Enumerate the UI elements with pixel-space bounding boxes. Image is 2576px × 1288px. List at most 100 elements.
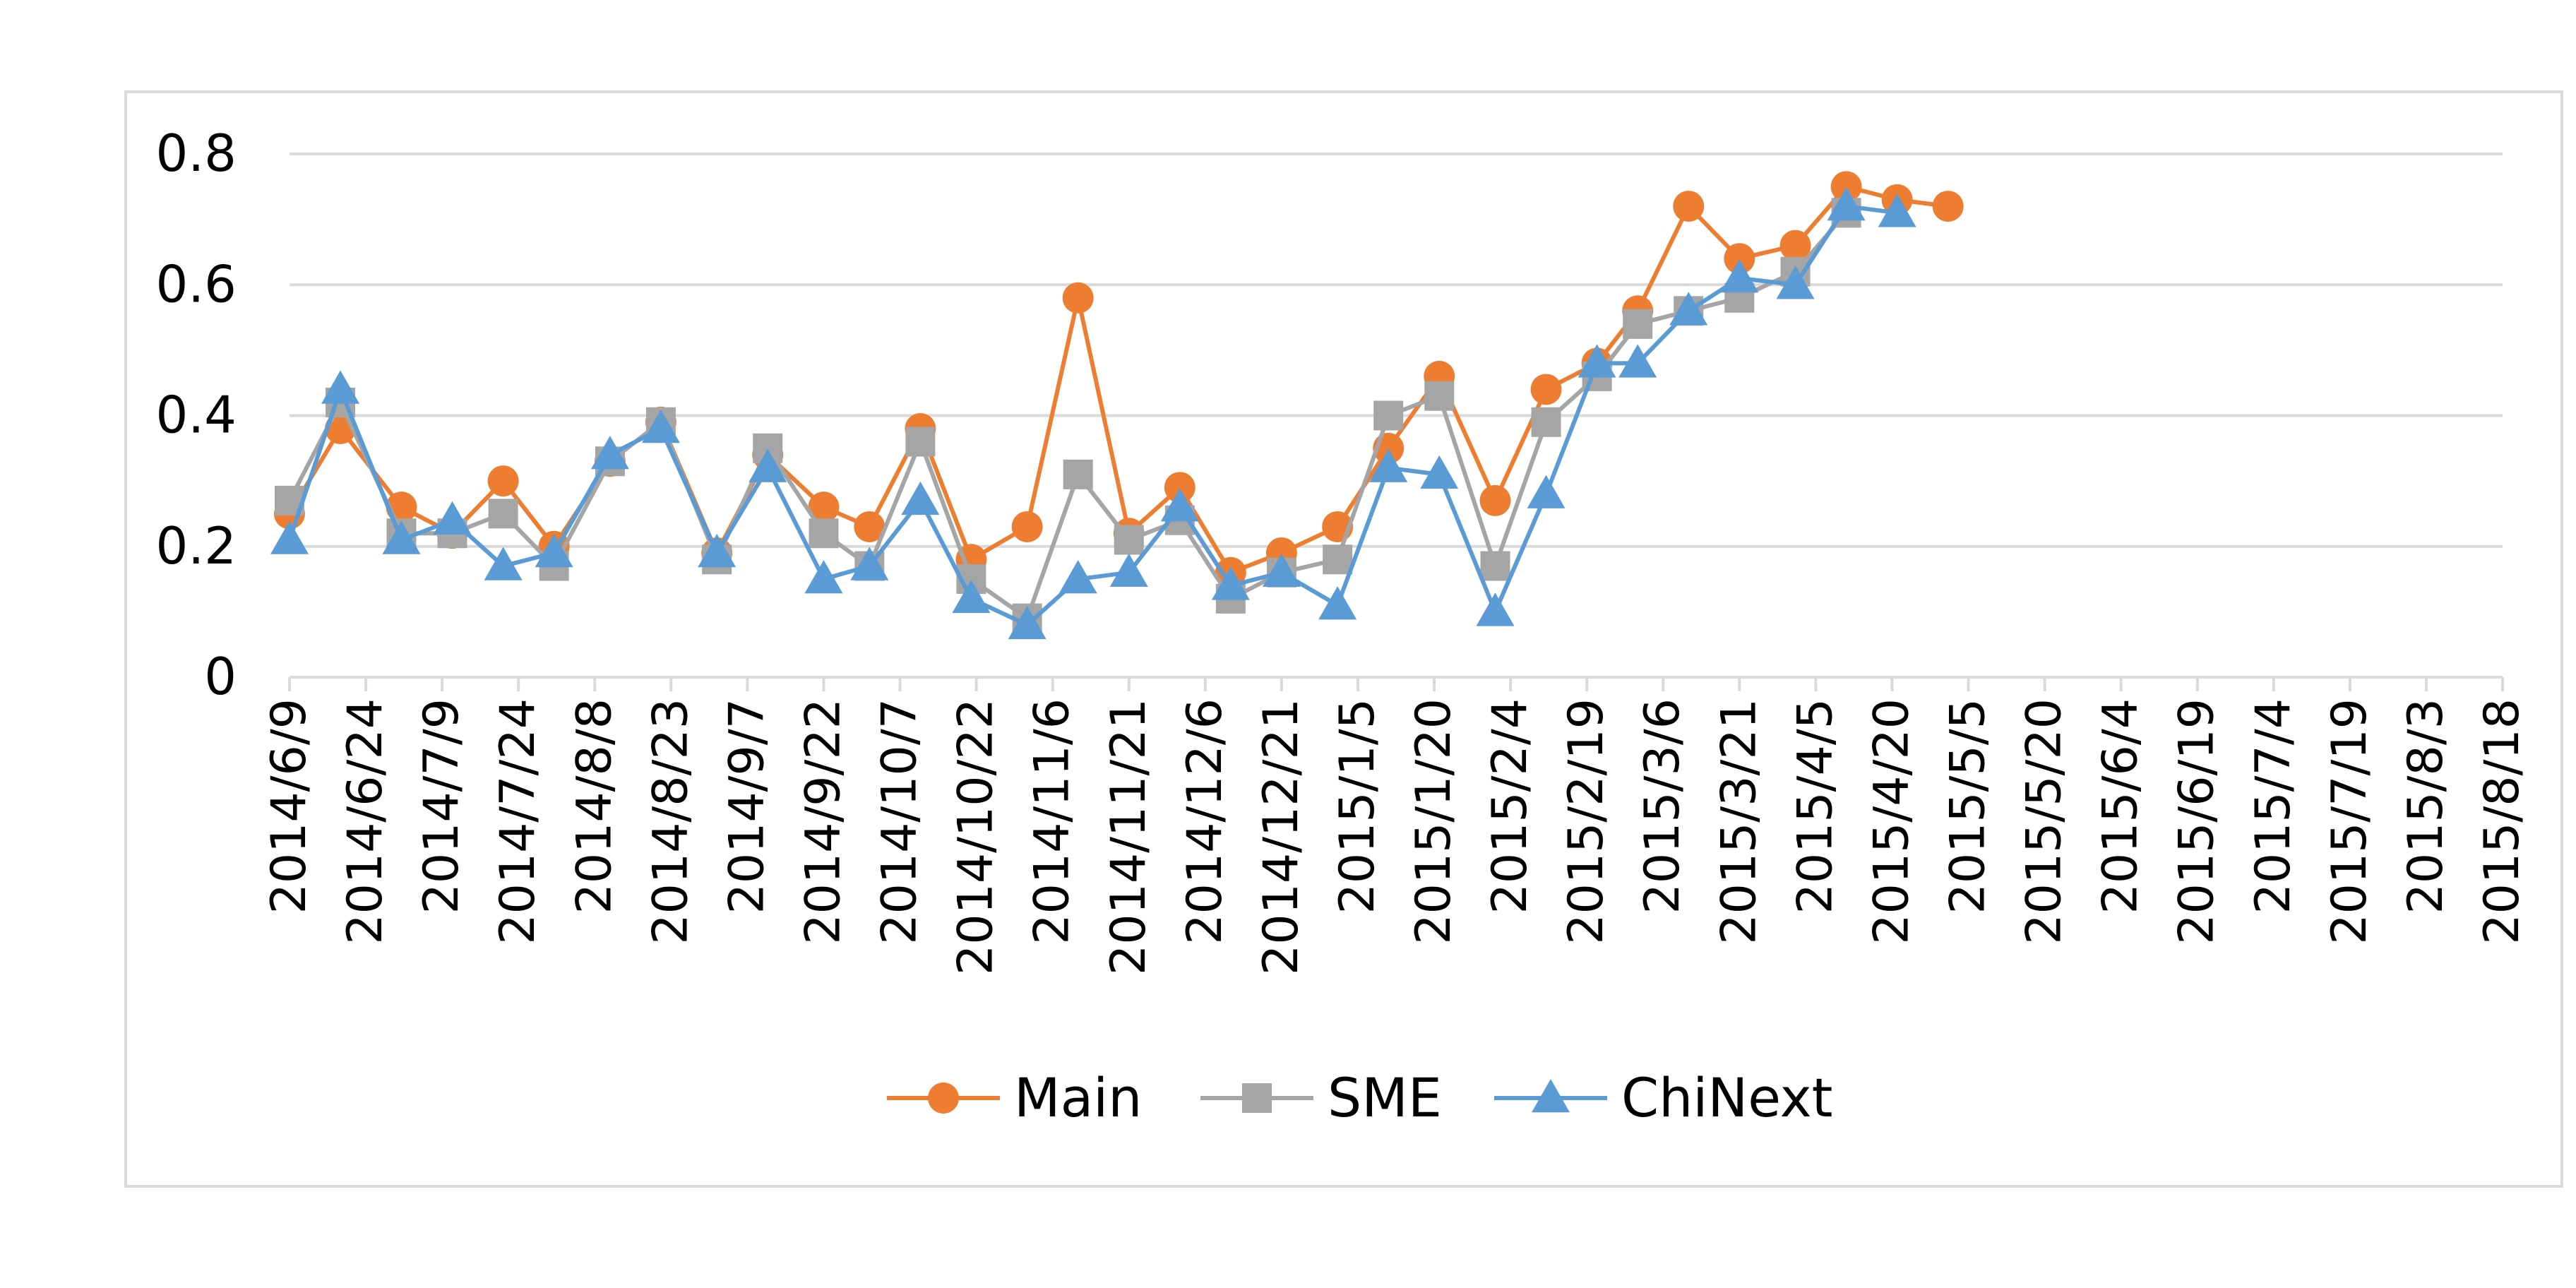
legend-item-main: Main bbox=[887, 1066, 1142, 1129]
x-tick-label: 2014/8/23 bbox=[643, 698, 698, 945]
x-tick-label: 2015/4/5 bbox=[1787, 698, 1843, 914]
data-point-sme bbox=[1323, 544, 1353, 575]
y-tick-label: 0.2 bbox=[155, 516, 237, 576]
data-point-chinext bbox=[270, 520, 309, 554]
x-tick-label: 2015/3/21 bbox=[1711, 698, 1767, 945]
x-tick-label: 2015/1/20 bbox=[1406, 698, 1462, 945]
data-point-chinext bbox=[804, 560, 843, 594]
data-point-chinext bbox=[382, 520, 421, 554]
x-tick-label: 2014/11/21 bbox=[1101, 698, 1157, 975]
data-point-chinext bbox=[535, 534, 573, 568]
x-tick-label: 2015/8/3 bbox=[2398, 698, 2454, 914]
data-point-main bbox=[1530, 374, 1562, 405]
x-tick-label: 2014/11/6 bbox=[1025, 698, 1080, 945]
data-point-chinext bbox=[698, 534, 737, 568]
data-point-chinext bbox=[1527, 475, 1566, 508]
x-tick-label: 2015/2/4 bbox=[1482, 698, 1538, 914]
x-tick-label: 2015/2/19 bbox=[1558, 698, 1614, 945]
x-tick-label: 2015/5/20 bbox=[2017, 698, 2073, 945]
x-tick-label: 2014/9/22 bbox=[795, 698, 851, 945]
data-point-main bbox=[1932, 191, 1964, 222]
data-point-chinext bbox=[1578, 344, 1616, 378]
data-point-sme bbox=[1114, 525, 1144, 555]
data-point-chinext bbox=[1827, 187, 1866, 221]
data-point-chinext bbox=[1878, 193, 1916, 227]
data-point-sme bbox=[488, 499, 518, 529]
legend-item-sme: SME bbox=[1200, 1066, 1442, 1129]
legend-marker bbox=[1532, 1079, 1570, 1113]
data-point-main bbox=[1062, 282, 1094, 314]
data-point-chinext bbox=[1160, 488, 1199, 522]
data-point-main bbox=[808, 491, 840, 523]
data-point-chinext bbox=[1669, 292, 1708, 326]
data-point-chinext bbox=[749, 448, 787, 482]
data-point-chinext bbox=[1008, 605, 1046, 640]
x-tick-label: 2015/1/5 bbox=[1330, 698, 1385, 914]
y-tick-label: 0 bbox=[204, 647, 237, 706]
data-point-chinext bbox=[1109, 553, 1148, 588]
x-tick-label: 2014/6/24 bbox=[338, 698, 393, 945]
x-tick-label: 2015/3/6 bbox=[1635, 698, 1690, 914]
data-point-chinext bbox=[850, 547, 889, 580]
legend-label: ChiNext bbox=[1621, 1066, 1832, 1129]
data-point-sme bbox=[1063, 459, 1093, 489]
chart-area bbox=[124, 90, 2563, 1188]
data-point-main bbox=[1779, 229, 1811, 261]
x-tick-label: 2014/12/6 bbox=[1177, 698, 1233, 945]
series-chinext bbox=[270, 187, 1916, 640]
x-tick-label: 2014/8/8 bbox=[566, 698, 622, 914]
data-point-chinext bbox=[1420, 455, 1459, 489]
x-tick-label: 2014/10/7 bbox=[872, 698, 928, 945]
data-point-chinext bbox=[1720, 258, 1759, 293]
x-tick-label: 2015/6/4 bbox=[2093, 698, 2149, 914]
data-point-chinext bbox=[952, 579, 991, 614]
data-point-sme bbox=[1480, 551, 1510, 581]
data-point-chinext bbox=[1618, 344, 1657, 378]
legend-label: Main bbox=[1014, 1066, 1142, 1129]
data-point-sme bbox=[1531, 407, 1561, 437]
legend-marker bbox=[928, 1083, 959, 1114]
data-point-chinext bbox=[1211, 566, 1250, 600]
data-point-sme bbox=[905, 427, 936, 457]
x-tick-label: 2015/7/4 bbox=[2246, 698, 2301, 914]
data-point-sme bbox=[1424, 381, 1455, 411]
x-tick-label: 2015/8/18 bbox=[2474, 698, 2530, 945]
data-point-sme bbox=[1373, 400, 1404, 431]
x-tick-label: 2014/10/22 bbox=[948, 698, 1004, 975]
data-point-chinext bbox=[1262, 553, 1301, 588]
data-point-main bbox=[1011, 511, 1043, 542]
data-point-chinext bbox=[641, 410, 680, 443]
data-point-main bbox=[1724, 243, 1755, 275]
data-point-chinext bbox=[590, 436, 629, 470]
x-axis-labels: 2014/6/9 2014/6/24 2014/7/9 2014/7/24 2014/8… bbox=[261, 677, 2530, 975]
x-tick-label: 2014/12/21 bbox=[1253, 698, 1309, 975]
legend-label: SME bbox=[1328, 1066, 1442, 1129]
data-point-main bbox=[854, 511, 886, 542]
legend-marker bbox=[1242, 1083, 1272, 1113]
y-tick-label: 0.6 bbox=[155, 254, 237, 314]
data-point-chinext bbox=[1369, 448, 1408, 482]
x-tick-label: 2014/7/24 bbox=[490, 698, 546, 945]
legend-item-chinext: ChiNext bbox=[1494, 1066, 1832, 1129]
data-point-main bbox=[1673, 191, 1705, 222]
data-point-chinext bbox=[1318, 586, 1357, 620]
data-point-chinext bbox=[1476, 592, 1515, 626]
data-point-main bbox=[1479, 484, 1511, 516]
x-tick-label: 2015/5/5 bbox=[1940, 698, 1996, 914]
data-point-chinext bbox=[433, 501, 472, 535]
gridlines bbox=[290, 153, 2503, 548]
data-point-main bbox=[1164, 472, 1195, 503]
x-tick-label: 2015/4/20 bbox=[1864, 698, 1919, 945]
x-tick-label: 2015/6/19 bbox=[2169, 698, 2225, 945]
y-tick-label: 0.4 bbox=[155, 386, 237, 445]
x-tick-label: 2014/6/9 bbox=[261, 698, 317, 914]
data-point-main bbox=[487, 465, 519, 497]
data-point-chinext bbox=[1059, 560, 1097, 594]
x-tick-label: 2014/9/7 bbox=[719, 698, 775, 914]
data-point-chinext bbox=[321, 370, 360, 404]
series-line-main bbox=[287, 184, 1949, 575]
x-tick-label: 2014/7/9 bbox=[414, 698, 470, 914]
data-point-sme bbox=[809, 518, 839, 549]
data-point-chinext bbox=[484, 547, 523, 580]
y-tick-label: 0.8 bbox=[155, 124, 237, 183]
